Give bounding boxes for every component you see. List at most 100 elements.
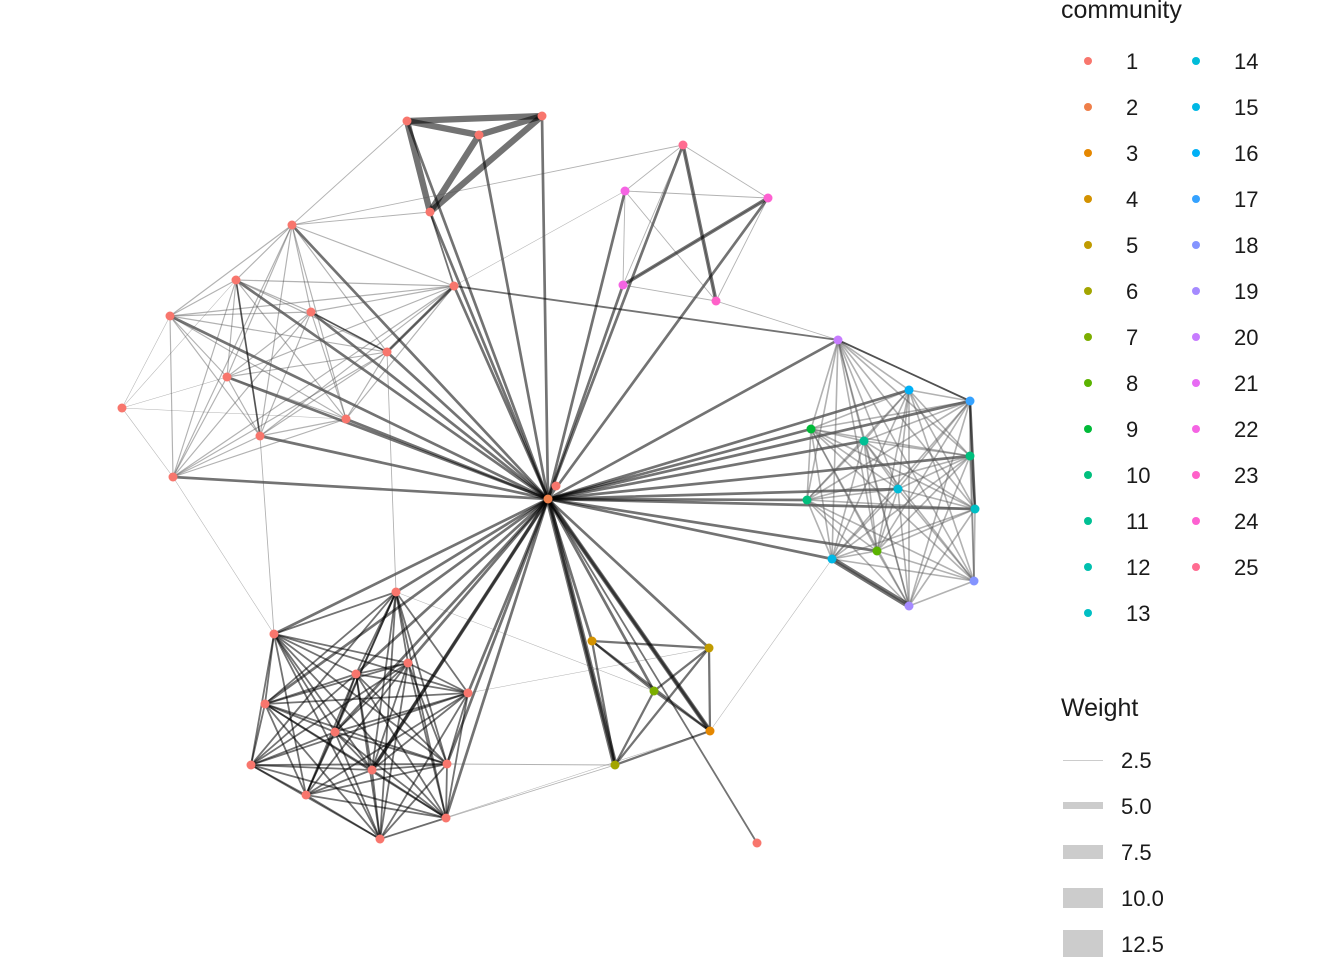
legend-label-community-23: 23 [1234, 463, 1259, 488]
edge-hub-P1 [546, 143, 685, 501]
node-B6-community-1 [260, 699, 270, 709]
legend-dot-community-5 [1084, 241, 1092, 249]
edge-L4-L9 [310, 311, 347, 420]
weight-key-5 [1063, 930, 1103, 957]
legend-label-community-14: 14 [1234, 49, 1259, 74]
edge-hub-L11 [171, 475, 550, 501]
edge-L2-L9 [235, 279, 347, 420]
edge-R2-R9 [908, 389, 976, 510]
edge-P1-P2 [624, 144, 684, 192]
legend-item-community-21: 21 [1172, 370, 1258, 396]
edge-hub-M5 [545, 496, 618, 768]
edge-R8-R9 [806, 499, 976, 510]
edge-B3-B5 [355, 673, 469, 694]
edge-P1-P3 [682, 144, 769, 199]
legend-dot-community-3 [1084, 149, 1092, 157]
edge-L2-L5 [235, 279, 455, 287]
edge-L1-L3 [169, 224, 293, 317]
edge-L4-L11 [172, 311, 312, 478]
edge-hub-R6 [546, 454, 972, 501]
legend-item-community-22: 22 [1172, 416, 1258, 442]
node-T3-community-1 [537, 111, 547, 121]
edge-B3-B10 [355, 673, 448, 765]
legend-dot-community-6 [1084, 287, 1092, 295]
edge-M2-M4 [707, 646, 712, 733]
legend-item-community-7: 7 [1064, 324, 1138, 350]
edge-R3-R4 [810, 400, 971, 430]
node-L3-community-1 [165, 311, 175, 321]
edge-R2-R10 [876, 389, 910, 552]
edge-L7-L9 [226, 376, 347, 420]
edge-L10-B2 [259, 435, 275, 635]
legend-item-community-17: 17 [1172, 186, 1258, 212]
node-B3-community-1 [351, 669, 361, 679]
edge-B1-B6 [264, 591, 397, 705]
edge-R4-R12 [810, 428, 975, 582]
legend-dot-community-24 [1192, 517, 1200, 525]
edge-L2-L11 [172, 279, 237, 478]
legend-label-community-18: 18 [1234, 233, 1259, 258]
edge-T3-T4 [426, 112, 546, 216]
edge-B10-B11 [305, 763, 448, 796]
node-P2-community-22 [620, 186, 630, 196]
edge-R10-R13 [876, 550, 910, 607]
legend-item-community-3: 3 [1064, 140, 1138, 166]
node-B5-community-1 [463, 688, 473, 698]
edge-R4-R7 [810, 428, 899, 490]
node-B1-community-1 [391, 587, 401, 597]
edge-P1-P4 [622, 144, 684, 286]
edge-R2-R7 [897, 389, 910, 490]
edge-B10-M5 [446, 763, 616, 766]
node-L2-community-1 [231, 275, 241, 285]
legend-item-community-5: 5 [1064, 232, 1138, 258]
edge-hub-P2 [546, 189, 627, 501]
edge-R2-R3 [908, 389, 971, 402]
edge-M2-M5 [613, 646, 711, 767]
node-P3-community-24 [763, 193, 773, 203]
legend-dot-community-9 [1084, 425, 1092, 433]
edge-R6-R10 [876, 455, 971, 552]
legend-dot-community-11 [1084, 517, 1092, 525]
edge-B4-B13 [379, 662, 409, 840]
edge-L9-L11 [172, 418, 347, 478]
edge-R10-R11 [831, 550, 878, 560]
edge-L5-L9 [345, 285, 455, 420]
edge-L2-L3 [169, 279, 237, 317]
edge-R1-R3 [837, 339, 971, 402]
edge-L3-L5 [169, 285, 455, 317]
legend-item-community-11: 11 [1064, 508, 1149, 534]
edge-B1-L6 [386, 351, 397, 593]
edge-hub-P3 [546, 196, 770, 501]
edge-B6-B11 [264, 703, 307, 796]
edge-T1-L1 [291, 120, 408, 226]
edge-R2-R6 [908, 389, 971, 457]
edge-hub-R7 [546, 487, 900, 501]
edge-B6-B10 [264, 703, 448, 765]
edge-B2-B7 [273, 633, 336, 733]
legend-label-community-24: 24 [1234, 509, 1259, 534]
node-T4-community-1 [425, 207, 435, 217]
edge-hub-R2 [546, 388, 911, 501]
legend-label-community-3: 3 [1126, 141, 1139, 166]
edge-B13-M4 [379, 730, 711, 840]
edge-L1-L7 [226, 224, 293, 378]
node-R7-community-14 [893, 484, 903, 494]
node-R1-community-20 [833, 335, 843, 345]
legend-dot-community-8 [1084, 379, 1092, 387]
community-legend-title: community [1061, 0, 1182, 24]
edge-hub-B14 [547, 498, 758, 844]
edge-M4-M5 [613, 729, 712, 767]
edge-L8-L9 [121, 407, 347, 420]
legend-item-community-6: 6 [1064, 278, 1138, 304]
edge-B11-B13 [305, 794, 381, 840]
legend-label-community-13: 13 [1126, 601, 1151, 626]
edge-R5-R13 [863, 440, 910, 607]
edge-R6-R8 [806, 455, 971, 501]
legend-dot-community-7 [1084, 333, 1092, 341]
edge-B4-B10 [407, 662, 448, 765]
edge-hub-L1 [290, 223, 550, 501]
edge-hub-T2 [477, 133, 550, 501]
legend-item-community-4: 4 [1064, 186, 1138, 212]
edge-R4-R13 [810, 428, 910, 607]
edge-hub-B1 [394, 497, 550, 594]
